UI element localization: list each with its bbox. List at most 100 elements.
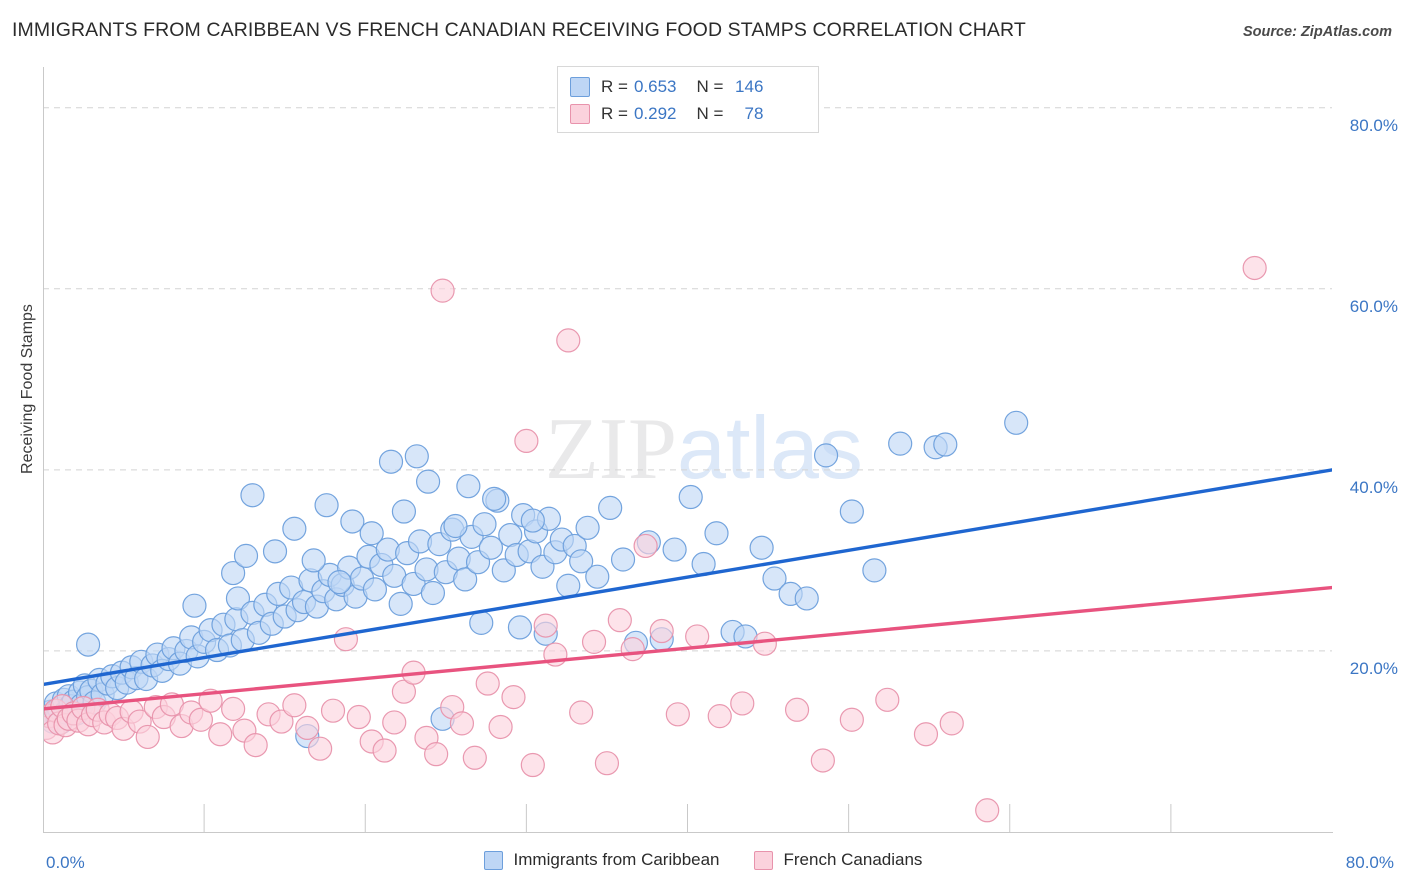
data-point — [975, 798, 1000, 823]
y-tick-label-20: 20.0% — [1349, 658, 1398, 678]
legend-swatch-french-canadians — [753, 850, 773, 870]
legend-swatch-caribbean — [483, 850, 503, 870]
y-tick-label-40: 40.0% — [1349, 477, 1398, 497]
data-point — [443, 513, 468, 539]
data-point — [188, 707, 213, 732]
data-point — [610, 547, 636, 572]
data-point — [424, 742, 449, 767]
data-point — [888, 431, 913, 456]
data-point — [462, 745, 487, 770]
data-point — [913, 722, 939, 747]
data-point — [233, 543, 259, 568]
data-point — [633, 533, 658, 559]
data-point — [839, 707, 864, 732]
data-point — [453, 567, 478, 592]
data-point — [749, 535, 774, 560]
data-point — [1004, 410, 1029, 435]
data-point — [135, 724, 160, 750]
data-point — [346, 704, 371, 730]
data-point — [607, 608, 632, 633]
stats-r-value-caribbean: 0.653 — [633, 76, 677, 96]
stats-n-value-french-canadians: 78 — [744, 103, 764, 123]
data-point — [208, 722, 233, 747]
stats-n-label-french-canadians: N = — [696, 103, 724, 123]
y-tick-label-80: 80.0% — [1349, 115, 1398, 135]
data-point — [382, 710, 407, 735]
data-point — [420, 580, 446, 606]
data-point — [362, 577, 388, 602]
data-point — [533, 613, 558, 638]
data-point — [813, 443, 839, 468]
data-point — [649, 618, 674, 644]
data-point — [662, 537, 687, 562]
data-point — [76, 632, 101, 657]
data-point — [569, 700, 594, 725]
data-point — [456, 474, 481, 499]
data-point — [430, 278, 455, 303]
x-axis-max-label: 80.0% — [1345, 853, 1394, 872]
data-point — [507, 615, 533, 640]
data-point — [556, 573, 581, 598]
data-point — [730, 691, 755, 716]
stats-row-caribbean: R = 0.653 N = 146 — [570, 73, 808, 100]
data-point — [221, 560, 246, 586]
data-point — [488, 714, 513, 740]
trendline-immigrants-from-caribbean — [43, 468, 1332, 687]
series-french-canadians — [43, 255, 1267, 823]
y-tick-label-60: 60.0% — [1349, 296, 1398, 316]
data-point — [404, 444, 429, 469]
x-axis-min-label: 0.0% — [46, 853, 85, 872]
data-point — [469, 610, 494, 635]
correlation-stats-legend: R = 0.653 N = 146 R = 0.292 N = 78 — [557, 66, 819, 133]
data-point — [472, 512, 497, 537]
stats-r-value-french-canadians: 0.292 — [633, 103, 677, 123]
data-point — [372, 738, 397, 763]
data-point — [327, 570, 352, 595]
data-point — [575, 515, 600, 540]
legend-item-caribbean[interactable]: Immigrants from Caribbean — [483, 850, 720, 870]
data-point — [415, 469, 441, 494]
data-point — [585, 564, 610, 589]
data-point — [581, 629, 607, 654]
source-label: Source: ZipAtlas.com — [1242, 24, 1392, 40]
stats-swatch-french-canadians — [570, 103, 590, 124]
data-point — [1242, 255, 1267, 281]
data-point — [598, 495, 623, 520]
data-point — [594, 751, 620, 776]
data-point — [240, 483, 265, 508]
data-point — [475, 671, 500, 696]
data-point — [378, 449, 404, 474]
stats-n-label-caribbean: N = — [696, 76, 724, 96]
data-point — [569, 549, 594, 574]
y-axis-title: Receiving Food Stamps — [19, 304, 36, 474]
plot-area — [43, 67, 1332, 832]
data-point — [340, 509, 365, 534]
data-point — [875, 687, 900, 712]
stats-swatch-caribbean — [570, 76, 590, 97]
series-immigrants-from-caribbean — [43, 410, 1029, 749]
data-point — [449, 711, 475, 736]
legend-item-french-canadians[interactable]: French Canadians — [753, 850, 922, 870]
data-point — [752, 631, 777, 656]
data-point — [262, 539, 288, 564]
data-point — [301, 548, 326, 573]
stats-row-french-canadians: R = 0.292 N = 78 — [570, 100, 808, 127]
scatter-canvas — [43, 107, 1332, 832]
data-point — [665, 702, 690, 727]
data-point — [794, 586, 819, 611]
data-point — [221, 696, 246, 721]
data-point — [520, 752, 545, 778]
stats-r-label-caribbean: R = — [601, 76, 628, 96]
data-point — [933, 432, 958, 457]
data-point — [282, 693, 307, 718]
data-point — [839, 499, 864, 524]
stats-n-value-caribbean: 146 — [735, 76, 764, 96]
data-point — [359, 521, 384, 546]
data-point — [225, 586, 251, 611]
data-point — [685, 624, 710, 649]
data-point — [620, 637, 645, 662]
data-point — [391, 679, 417, 704]
data-point — [388, 591, 413, 616]
data-point — [482, 486, 507, 511]
